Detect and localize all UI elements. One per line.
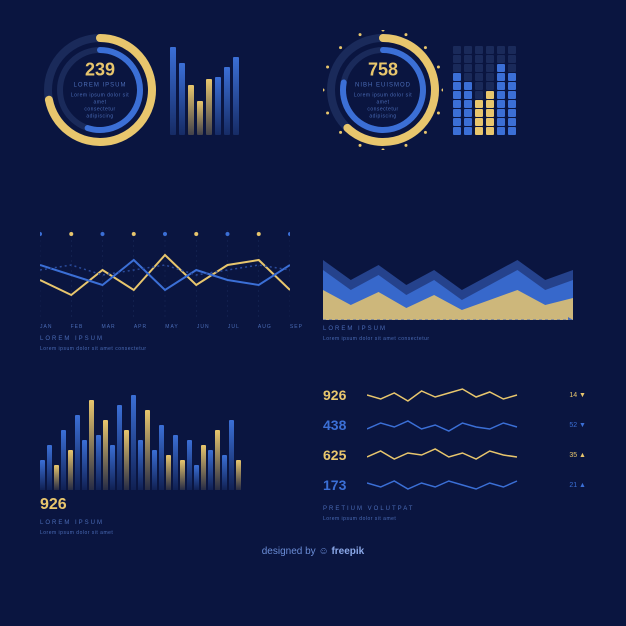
ring-label: LOREM IPSUM (70, 83, 130, 89)
ring-chart-1: 239LOREM IPSUMLorem ipsum dolor sit amet… (40, 30, 303, 210)
spark-value: 625 (323, 447, 359, 463)
spark-value: 438 (323, 417, 359, 433)
spark-value: 926 (323, 387, 359, 403)
sparklines: 926 14 ▼ 438 52 ▼ 625 35 ▲ 173 21 ▲ PRETIUM VOL… (323, 380, 586, 530)
line-chart-caption: Lorem ipsum dolor sit amet consectetur (40, 346, 303, 353)
spark-row: 926 14 ▼ (323, 380, 586, 410)
spark-row: 438 52 ▼ (323, 410, 586, 440)
solid-bars (170, 45, 239, 135)
mini-bar-title: LOREM IPSUM (40, 520, 303, 526)
segmented-bars (453, 45, 516, 135)
spark-indicator: 52 ▼ (556, 422, 586, 429)
spark-value: 173 (323, 477, 359, 493)
spark-indicator: 35 ▲ (556, 452, 586, 459)
sparks-caption: Lorem ipsum dolor sit amet (323, 516, 586, 523)
ring-value: 239 (70, 60, 130, 81)
ring-label: NIBH EUISMOD (353, 83, 413, 89)
spark-row: 625 35 ▲ (323, 440, 586, 470)
spark-indicator: 14 ▼ (556, 392, 586, 399)
line-chart: JANFEBMARAPRMAYJUNJULAUGSEP LOREM IPSUM … (40, 230, 303, 360)
sparks-title: PRETIUM VOLUTPAT (323, 506, 586, 512)
area-chart-caption: Lorem ipsum dolor sit amet consectetur (323, 336, 586, 343)
footer-credit: designed by ☺ freepik (0, 540, 626, 557)
area-chart: LOREM IPSUM Lorem ipsum dolor sit amet c… (323, 230, 586, 360)
ring-value: 758 (353, 60, 413, 81)
mini-bar-value: 926 (40, 496, 303, 514)
mini-bar-chart: 926 LOREM IPSUM Lorem ipsum dolor sit am… (40, 380, 303, 530)
line-chart-title: LOREM IPSUM (40, 336, 303, 342)
spark-row: 173 21 ▲ (323, 470, 586, 500)
spark-indicator: 21 ▲ (556, 482, 586, 489)
ring-chart-2: 758NIBH EUISMODLorem ipsum dolor sit ame… (323, 30, 586, 210)
area-chart-title: LOREM IPSUM (323, 326, 586, 332)
mini-bar-caption: Lorem ipsum dolor sit amet (40, 530, 303, 537)
